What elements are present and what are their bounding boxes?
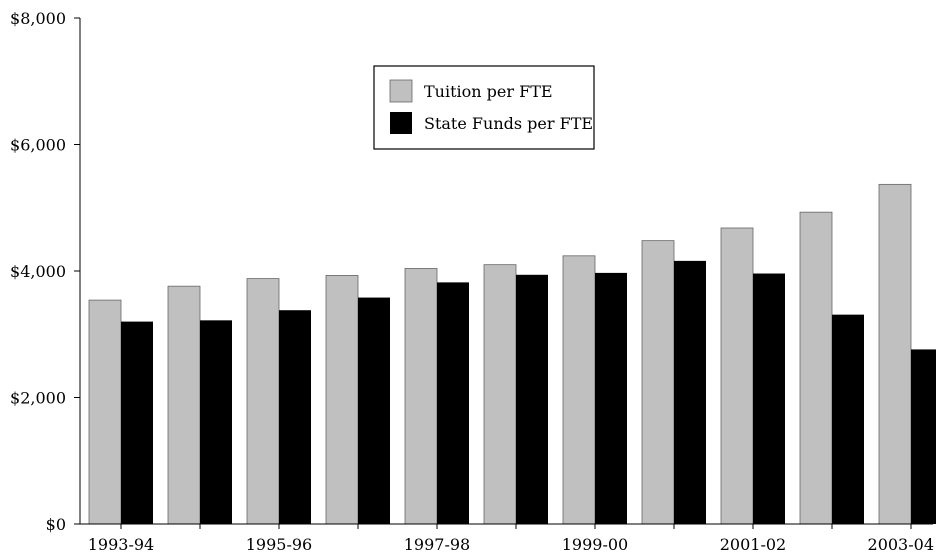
bar-state-funds [595, 272, 627, 524]
x-axis: 1993-94 1995-96 1997-98 1999-00 2001-02 2003-… [80, 523, 934, 554]
y-tick-label: $6,000 [10, 136, 66, 155]
x-tick-label: 1999-00 [562, 535, 628, 554]
legend: Tuition per FTE State Funds per FTE [373, 65, 595, 150]
bar-tuition [246, 278, 280, 525]
bar-state-funds [200, 320, 232, 524]
x-tick-label: 1995-96 [246, 535, 312, 554]
bar-tuition [404, 268, 438, 525]
y-tick-label: $4,000 [10, 262, 66, 281]
bar-state-funds [358, 297, 390, 524]
bar-state-funds [279, 310, 311, 524]
x-tick-label: 2001-02 [720, 535, 786, 554]
bar-tuition [325, 275, 359, 525]
bar-tuition [720, 227, 754, 525]
bar-state-funds [753, 273, 785, 524]
bar-tuition [878, 183, 912, 525]
bar-state-funds [516, 274, 548, 524]
bar-tuition [641, 240, 675, 525]
bar-state-funds [437, 282, 469, 524]
bar-state-funds [832, 314, 864, 524]
legend-label-tuition: Tuition per FTE [424, 82, 553, 101]
bar-tuition [167, 285, 201, 525]
y-axis: $0 $2,000 $4,000 $6,000 $8,000 [10, 9, 81, 534]
legend-box [373, 65, 595, 150]
bar-tuition [799, 211, 833, 525]
bar-tuition [483, 264, 517, 525]
bar-state-funds [121, 321, 153, 524]
y-tick-label: $8,000 [10, 9, 66, 28]
bar-state-funds [674, 260, 706, 524]
bars [88, 183, 936, 525]
legend-label-state-funds: State Funds per FTE [424, 114, 593, 133]
y-tick-label: $0 [46, 515, 66, 534]
bar-tuition [88, 299, 122, 525]
x-tick-label: 2003-04 [868, 535, 934, 554]
legend-swatch-tuition [389, 79, 413, 103]
bar-state-funds [911, 349, 936, 524]
y-tick-label: $2,000 [10, 389, 66, 408]
x-tick-label: 1993-94 [88, 535, 154, 554]
x-tick-label: 1997-98 [404, 535, 470, 554]
bar-tuition [562, 255, 596, 525]
legend-swatch-state-funds [390, 112, 412, 134]
